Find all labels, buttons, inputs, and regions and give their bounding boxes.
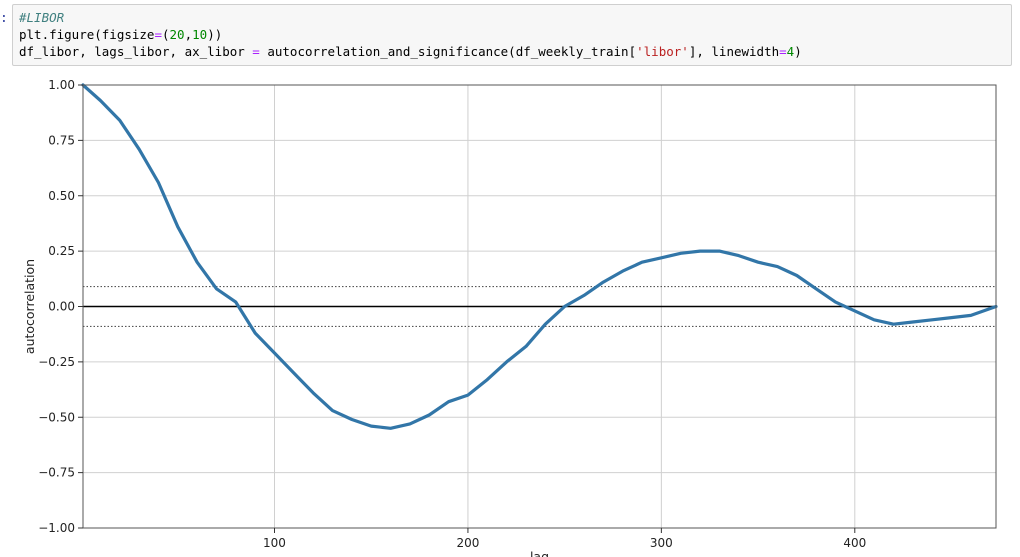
code-operator: = — [154, 27, 162, 42]
x-tick-label: 300 — [650, 536, 673, 550]
code-token: ) — [794, 44, 802, 59]
autocorrelation-series-line — [81, 83, 998, 430]
x-tick-label: 200 — [456, 536, 479, 550]
code-line-2: plt.figure(figsize=(20,10)) — [19, 26, 1011, 43]
code-line-3: df_libor, lags_libor, ax_libor = autocor… — [19, 43, 1011, 60]
code-operator: = — [252, 44, 260, 59]
code-token: plt.figure(figsize — [19, 27, 155, 42]
code-number: 4 — [786, 44, 795, 59]
x-tick-label: 400 — [843, 536, 866, 550]
code-token: ( — [162, 27, 170, 42]
code-token: )) — [207, 27, 223, 42]
y-tick-label: −1.00 — [38, 521, 75, 535]
autocorrelation-chart: 100 200 300 400 1.00 0.75 0.50 0.25 0.00 −0.25 −0.… — [22, 78, 998, 557]
y-tick-label: 0.25 — [48, 244, 75, 258]
y-tick-label: −0.50 — [38, 410, 75, 424]
y-tick-label: 0.00 — [48, 300, 75, 314]
code-string: 'libor' — [636, 44, 689, 59]
x-axis-label: lag — [530, 549, 549, 557]
cell-prompt: : — [0, 11, 8, 26]
code-token: df_libor, lags_libor, ax_libor — [19, 44, 253, 59]
x-tick-label: 100 — [263, 536, 286, 550]
code-number: 10 — [192, 27, 208, 42]
y-tick-label: 1.00 — [48, 78, 75, 92]
code-number: 20 — [169, 27, 185, 42]
y-tick-label: 0.50 — [48, 189, 75, 203]
code-cell-input[interactable]: #LIBOR plt.figure(figsize=(20,10)) df_libo… — [12, 4, 1012, 66]
y-tick-label: −0.25 — [38, 355, 75, 369]
code-comment: #LIBOR — [19, 10, 65, 25]
code-token: autocorrelation_and_significance(df_week… — [259, 44, 637, 59]
code-line-1: #LIBOR — [19, 9, 1011, 26]
y-tick-label: 0.75 — [48, 133, 75, 147]
code-token: , — [184, 27, 193, 42]
code-token: ], linewidth — [688, 44, 780, 59]
code-operator: = — [779, 44, 787, 59]
y-tick-label: −0.75 — [38, 466, 75, 480]
y-axis-label: autocorrelation — [22, 259, 37, 354]
